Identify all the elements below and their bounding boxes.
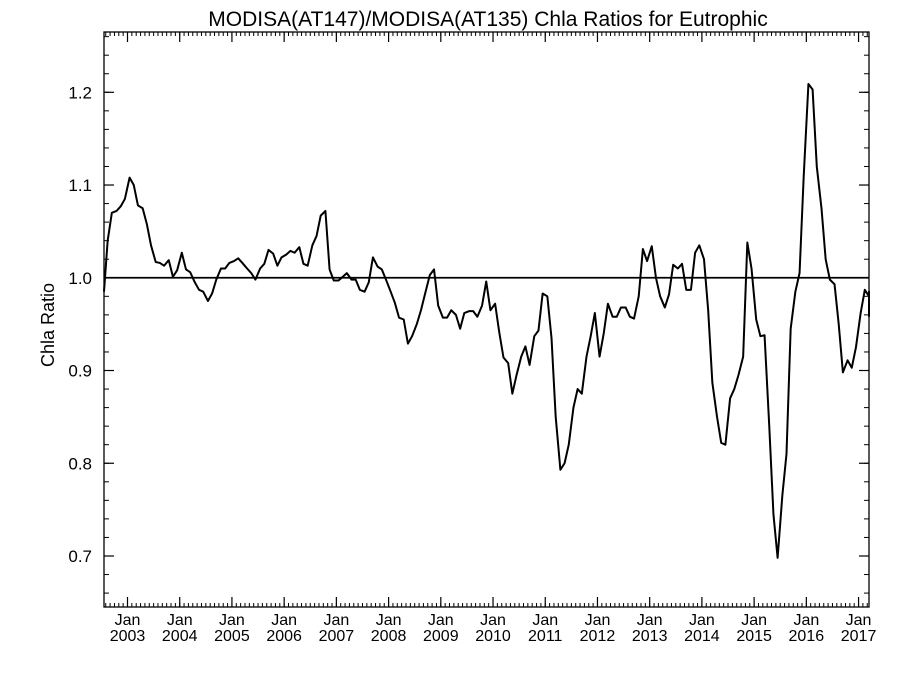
x-tick-label-month: Jan (741, 612, 767, 629)
y-tick-label: 1.1 (68, 176, 92, 195)
x-tick-label-month: Jan (167, 612, 193, 629)
x-tick-label-year: 2015 (736, 628, 772, 645)
x-tick-label-month: Jan (480, 612, 506, 629)
series-line-0 (103, 82, 870, 559)
x-tick-label-month: Jan (793, 612, 819, 629)
x-tick-label-year: 2004 (162, 628, 198, 645)
x-tick-label-year: 2010 (475, 628, 511, 645)
y-tick-label: 1.0 (68, 269, 92, 288)
x-tick-label-year: 2003 (110, 628, 146, 645)
x-tick-label-year: 2009 (423, 628, 459, 645)
x-tick-label-month: Jan (637, 612, 663, 629)
x-tick-label-month: Jan (271, 612, 297, 629)
x-tick-label-year: 2012 (580, 628, 616, 645)
x-tick-label-year: 2014 (684, 628, 720, 645)
x-tick-label-month: Jan (428, 612, 454, 629)
x-ticks: Jan2003Jan2004Jan2005Jan2006Jan2007Jan20… (110, 32, 877, 645)
x-tick-label-year: 2008 (371, 628, 407, 645)
x-tick-label-month: Jan (376, 612, 402, 629)
y-ticks: 0.7 0.8 0.9 1.0 1.1 1.2 (68, 83, 869, 566)
x-tick-label-month: Jan (323, 612, 349, 629)
x-tick-label-year: 2013 (632, 628, 668, 645)
x-tick-label-month: Jan (585, 612, 611, 629)
x-tick-label-year: 2011 (528, 628, 563, 645)
x-tick-label-year: 2007 (319, 628, 355, 645)
y-tick-label: 0.7 (68, 547, 92, 566)
x-tick-label-month: Jan (689, 612, 715, 629)
plot-frame (103, 31, 870, 608)
x-tick-label-year: 2006 (266, 628, 302, 645)
x-tick-label-month: Jan (219, 612, 245, 629)
y-tick-label: 1.2 (68, 83, 92, 102)
minor-ticks (104, 32, 869, 607)
x-tick-label-month: Jan (115, 612, 141, 629)
y-tick-label: 0.9 (68, 362, 92, 381)
chart-title: MODISA(AT147)/MODISA(AT135) Chla Ratios … (208, 8, 767, 31)
x-tick-label-month: Jan (846, 612, 872, 629)
x-tick-label-month: Jan (532, 612, 558, 629)
x-tick-label-year: 2017 (841, 628, 877, 645)
y-axis-label: Chla Ratio (38, 283, 58, 367)
plot-area (103, 82, 870, 559)
x-tick-label-year: 2005 (214, 628, 250, 645)
x-tick-label-year: 2016 (789, 628, 825, 645)
y-tick-label: 0.8 (68, 454, 92, 473)
